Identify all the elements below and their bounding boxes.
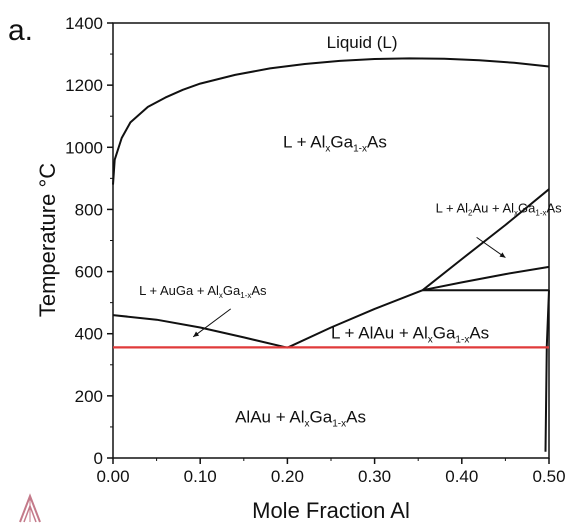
label-subscript: x [219,291,223,300]
region-label: L + AuGa + AlxGa1-xAs [139,283,267,300]
label-subscript: 2 [468,209,473,218]
label-part: Ga [330,132,353,151]
label-subscript: x [325,143,330,154]
region-label: AlAu + AlxGa1-xAs [235,407,366,429]
x-tick-label: 0.00 [96,467,129,486]
y-tick-label: 1000 [65,138,103,157]
label-part: Ga [518,201,536,216]
label-subscript: 1-x [240,291,251,300]
y-tick-label: 600 [75,263,103,282]
label-part: As [367,132,387,151]
annotation-arrows [192,236,506,338]
y-axis-title: Temperature °C [35,163,60,317]
region-label: L + AlAu + AlxGa1-xAs [331,323,489,345]
label-part: As [346,407,366,426]
label-part: AlAu + Al [235,407,304,426]
x-tick-label: 0.40 [445,467,478,486]
phase-boundaries [112,57,550,452]
x-tick-label: 0.20 [271,467,304,486]
region-label: L + Al2Au + AlxGa1-xAs [436,201,563,218]
y-tick-label: 200 [75,387,103,406]
y-tick-label: 1400 [65,14,103,33]
label-part: L + AuGa + Al [139,283,219,298]
region-label: L + AlxGa1-xAs [283,132,387,154]
label-subscript: x [305,418,310,429]
x-tick-label: 0.50 [532,467,565,486]
label-part: L + Al [436,201,469,216]
label-subscript: x [428,334,433,345]
phase-boundary-line [286,289,423,349]
y-tick-label: 0 [94,449,103,468]
label-part: Ga [433,323,456,342]
label-part: Ga [223,283,241,298]
plot-frame [112,22,550,459]
label-part: L + Al [283,132,325,151]
label-subscript: 1-x [332,418,346,429]
x-axis-title: Mole Fraction Al [252,498,410,523]
phase-boundary-line [112,314,288,349]
label-part: L + AlAu + Al [331,323,428,342]
label-part: As [547,201,563,216]
panel-label: a. [8,14,33,47]
label-subscript: 1-x [353,143,367,154]
phase-boundary-line [422,265,550,292]
logo-icon [19,493,41,523]
label-part: Au + Al [472,201,514,216]
annotation-arrow [192,308,232,338]
label-subscript: 1-x [455,334,469,345]
label-subscript: x [514,209,518,218]
y-tick-label: 400 [75,325,103,344]
phase-boundary-line [544,290,550,452]
y-tick-label: 1200 [65,76,103,95]
label-subscript: 1-x [535,209,546,218]
label-part: As [251,283,267,298]
x-tick-label: 0.30 [358,467,391,486]
y-tick-label: 800 [75,200,103,219]
annotation-arrow [476,236,506,258]
arrow-head [499,252,506,258]
label-part: As [469,323,489,342]
label-part: Liquid (L) [327,33,398,52]
phase-boundary-line [112,57,550,185]
x-tick-label: 0.10 [184,467,217,486]
axis-ticks: 0.00 0.10 0.20 0.30 0.40 0.50 0 200 400 600 800 100… [65,14,565,486]
label-part: Ga [310,407,333,426]
arrow-head [193,331,200,337]
region-label: Liquid (L) [327,33,398,52]
